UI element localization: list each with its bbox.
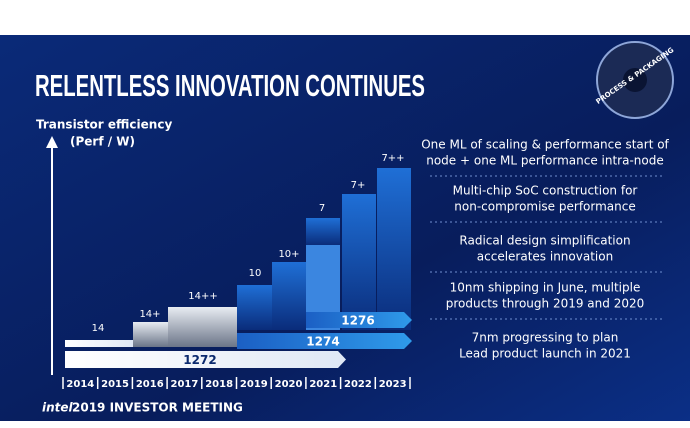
- highlight-text: One ML of scaling & performance start of: [421, 138, 669, 152]
- node-label: 14: [92, 323, 105, 334]
- highlight-text: node + one ML performance intra-node: [426, 154, 664, 168]
- process-arrow: [237, 333, 412, 349]
- arrow-label: 1274: [306, 335, 339, 349]
- node-label: 10+: [278, 249, 299, 260]
- year-label: 2020: [275, 379, 303, 390]
- highlight-text: 7nm progressing to plan: [472, 331, 619, 345]
- node-label: 10: [249, 268, 262, 279]
- badge-hole: [623, 68, 647, 92]
- node-step: [342, 194, 376, 330]
- year-label: 2017: [171, 379, 199, 390]
- node-label: 7++: [381, 153, 404, 164]
- node-step: [237, 285, 272, 330]
- title: RELENTLESS INNOVATION CONTINUES: [35, 68, 425, 103]
- logo: intel: [42, 401, 74, 415]
- highlight-text: accelerates innovation: [477, 250, 613, 264]
- highlight-text: Lead product launch in 2021: [459, 347, 631, 361]
- highlight-text: 10nm shipping in June, multiple: [450, 281, 641, 295]
- highlight-text: non-compromise performance: [454, 200, 635, 214]
- node-label: 14++: [188, 291, 217, 302]
- process-arrow: [306, 312, 412, 328]
- node-label: 7: [319, 203, 325, 214]
- highlight-text: products through 2019 and 2020: [446, 297, 644, 311]
- year-label: 2023: [379, 379, 407, 390]
- axis-label: Transistor efficiency: [36, 118, 172, 132]
- node-step: [272, 262, 306, 330]
- year-label: 2021: [309, 379, 337, 390]
- event: 2019 INVESTOR MEETING: [72, 401, 243, 415]
- arrow-label: 1272: [183, 353, 216, 367]
- year-label: 2022: [344, 379, 372, 390]
- year-label: 2016: [136, 379, 164, 390]
- axis-unit: (Perf / W): [70, 135, 135, 149]
- node-step: [65, 340, 133, 347]
- arrow-label: 1276: [341, 314, 374, 328]
- year-label: 2015: [101, 379, 129, 390]
- year-label: 2019: [240, 379, 268, 390]
- node-step: [306, 218, 340, 245]
- node-step: [377, 168, 411, 330]
- process-arrow: [65, 351, 346, 368]
- year-label: 2014: [66, 379, 94, 390]
- year-label: 2018: [205, 379, 233, 390]
- node-step: [168, 307, 237, 347]
- axis-arrowhead: [46, 136, 58, 148]
- node-label: 14+: [139, 309, 160, 320]
- highlight-text: Multi-chip SoC construction for: [453, 184, 638, 198]
- highlight-text: Radical design simplification: [459, 234, 630, 248]
- node-step: [133, 322, 168, 347]
- node-label: 7+: [351, 180, 366, 191]
